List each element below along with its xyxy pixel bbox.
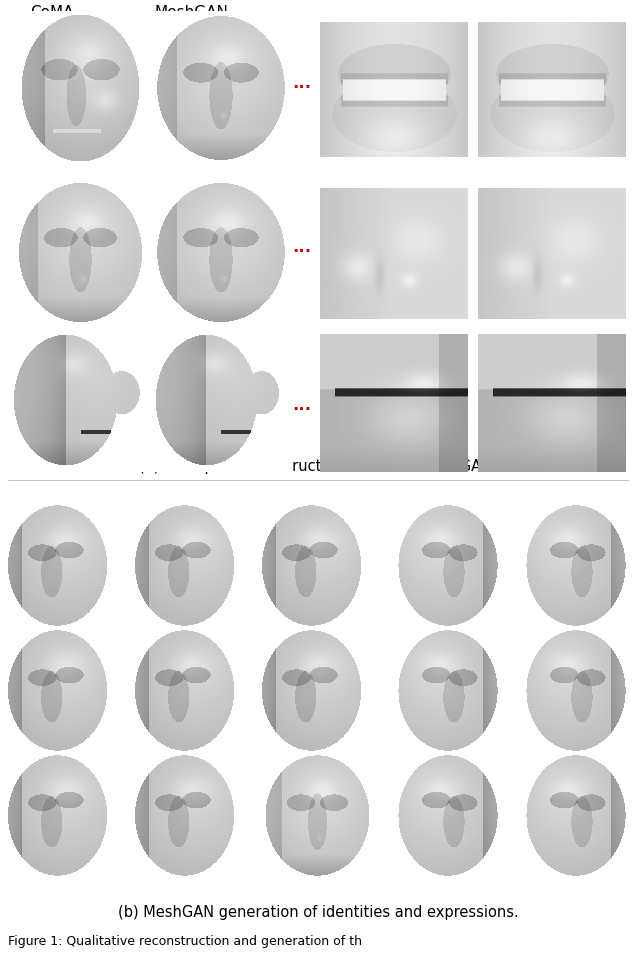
Text: MeshGAN: MeshGAN — [155, 5, 229, 20]
Text: Figure 1: Qualitative reconstruction and generation of th: Figure 1: Qualitative reconstruction and… — [8, 935, 362, 948]
Text: (a) Exemplar reconstruction results of MeshGAN.: (a) Exemplar reconstruction results of M… — [139, 460, 497, 474]
Text: ...: ... — [293, 238, 312, 256]
Text: (b) MeshGAN generation of identities and expressions.: (b) MeshGAN generation of identities and… — [118, 904, 518, 920]
Text: ...: ... — [293, 74, 312, 92]
Text: CoMA: CoMA — [30, 5, 74, 20]
Text: ...: ... — [293, 396, 312, 414]
